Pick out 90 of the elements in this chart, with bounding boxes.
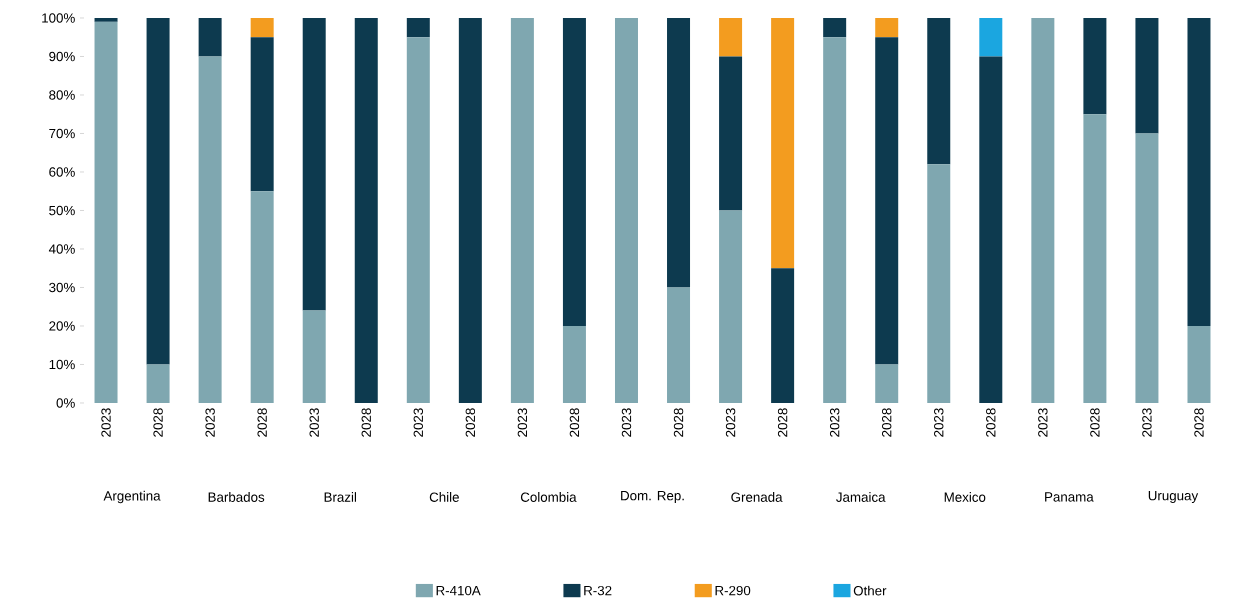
x-tick-label: 2023 [1142, 408, 1152, 437]
bar [302, 18, 326, 311]
bar [302, 310, 326, 404]
bar [250, 37, 274, 192]
text: Chile [429, 492, 459, 503]
bar [823, 18, 847, 38]
bar [979, 18, 1003, 57]
bar [1135, 133, 1159, 404]
bar [875, 18, 899, 38]
bar [771, 18, 795, 269]
bar [719, 210, 743, 404]
y-tick-label: 50% [49, 205, 75, 216]
x-tick-label: 2028 [257, 408, 267, 437]
text: Barbados [208, 492, 265, 503]
bar [823, 37, 847, 404]
x-tick-label: 2028 [673, 408, 684, 437]
text: Grenada [731, 492, 783, 503]
bar [875, 364, 899, 404]
x-tick-label: 2023 [413, 408, 424, 437]
bar [614, 18, 638, 404]
y-tick-label: 20% [49, 321, 75, 331]
bar [146, 18, 170, 365]
x-tick-label: 2023 [829, 408, 840, 437]
legend-label: R-410A [436, 586, 481, 596]
bar [1083, 18, 1107, 115]
x-tick-label: 2023 [725, 408, 736, 437]
text: Brazil [324, 492, 357, 503]
x-tick-label: 2028 [465, 408, 476, 437]
text: Dom. Rep. [621, 491, 684, 504]
bar [667, 18, 691, 288]
x-tick-label: 2028 [153, 408, 163, 437]
y-tick-label: 80% [49, 90, 75, 100]
y-tick-label: 10% [49, 359, 75, 370]
bar [875, 37, 899, 365]
x-tick-label: 2023 [1038, 408, 1048, 437]
x-tick-label: 2028 [569, 408, 580, 437]
bar [979, 56, 1003, 404]
bar [1083, 114, 1107, 404]
x-tick-label: 2028 [1194, 408, 1204, 437]
bar [1187, 18, 1211, 327]
bar [198, 56, 222, 404]
x-tick-label: 2028 [361, 408, 371, 437]
bar [719, 18, 743, 57]
x-tick-label: 2028 [1090, 408, 1100, 437]
y-tick-label: 40% [48, 244, 75, 254]
bar [1135, 18, 1159, 134]
bar [667, 287, 691, 404]
y-tick-label: 100% [42, 13, 75, 23]
bar [458, 18, 482, 404]
bar [198, 18, 222, 57]
x-tick-label: 2028 [777, 408, 788, 437]
y-tick-label: 90% [49, 51, 75, 62]
x-tick-label: 2028 [986, 408, 996, 437]
y-tick-label: 30% [49, 282, 75, 293]
x-tick-label: 2023 [934, 408, 944, 437]
bar [719, 56, 743, 211]
bar [250, 18, 274, 38]
x-tick-label: 2023 [309, 408, 319, 437]
bar [927, 164, 951, 404]
bar [1187, 326, 1211, 404]
x-tick-label: 2023 [621, 408, 632, 437]
bar [1031, 18, 1055, 404]
text: Colombia [520, 492, 577, 503]
bar [406, 37, 430, 404]
bar [927, 18, 951, 165]
bar [94, 18, 118, 22]
text: Jamaica [836, 492, 886, 503]
bar [771, 268, 795, 404]
bar [146, 364, 170, 404]
bar [354, 18, 378, 404]
bar [510, 18, 534, 404]
x-tick-label: 2023 [205, 408, 215, 437]
bar [250, 191, 274, 404]
y-tick-label: 70% [49, 128, 75, 139]
x-tick-label: 2023 [517, 408, 528, 437]
y-tick-label: 60% [49, 167, 75, 177]
bar [406, 18, 430, 38]
bar [94, 22, 118, 404]
bar [562, 326, 586, 404]
text: Argentina [103, 490, 161, 504]
x-tick-label: 2023 [101, 408, 111, 437]
y-tick-label: 0% [56, 398, 75, 408]
text: Uruguay [1148, 491, 1199, 504]
x-tick-label: 2028 [882, 408, 892, 437]
bar [562, 18, 586, 327]
legend-label: R-32 [584, 586, 612, 596]
text: Panama [1045, 492, 1094, 502]
text: Mexico [944, 492, 986, 503]
legend-label: Other [853, 585, 887, 596]
legend-label: R-290 [715, 586, 751, 596]
